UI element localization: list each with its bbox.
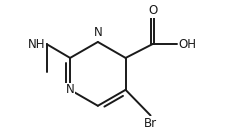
Text: O: O: [148, 4, 157, 17]
Text: N: N: [93, 26, 102, 39]
Text: N: N: [66, 83, 74, 96]
Text: NH: NH: [28, 38, 45, 51]
Text: OH: OH: [178, 38, 196, 51]
Text: Br: Br: [144, 117, 157, 130]
